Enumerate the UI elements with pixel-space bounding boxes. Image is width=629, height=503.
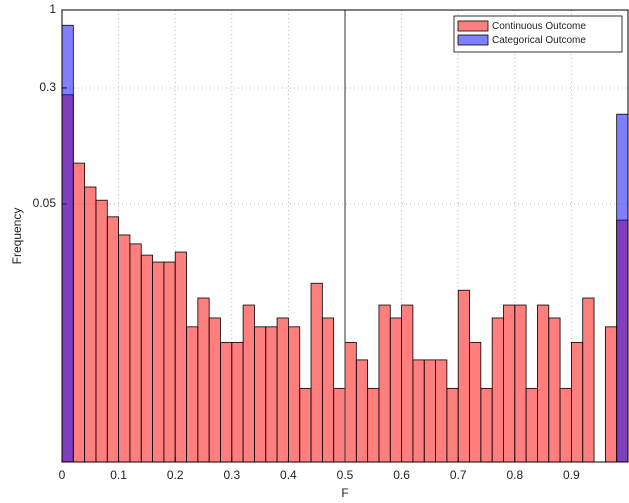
x-tick-label: 0.9 [563, 468, 580, 482]
histogram-bar [140, 254, 153, 463]
x-tick-label: 0 [59, 468, 66, 482]
legend: Continuous Outcome Categorical Outcome [453, 15, 623, 53]
histogram-bar [446, 387, 459, 463]
y-tick-label: 0.3 [39, 80, 56, 94]
x-tick-label: 0.6 [393, 468, 410, 482]
histogram-bar [129, 243, 142, 463]
x-tick-label: 0.7 [450, 468, 467, 482]
histogram-bar [333, 387, 346, 463]
histogram-bar [355, 359, 369, 463]
histogram-bar [469, 341, 482, 463]
histogram-bar [559, 387, 572, 463]
histogram-bar [72, 162, 86, 463]
histogram-bar [242, 304, 255, 463]
histogram-bar [61, 24, 74, 463]
histogram-bar [389, 317, 402, 463]
y-axis-label: Frequency [10, 208, 24, 265]
y-tick-label: 1 [49, 2, 56, 16]
histogram-bar [525, 387, 538, 463]
histogram-bar [616, 113, 629, 463]
histogram-bar [118, 234, 131, 463]
histogram-bar [231, 341, 244, 463]
histogram-bar [423, 359, 436, 463]
y-tick-label: 0.05 [33, 196, 57, 210]
histogram-bar [412, 359, 425, 463]
x-tick-label: 0.2 [167, 468, 184, 482]
plot-frame [61, 9, 629, 463]
histogram-bar [514, 304, 527, 463]
histogram-bar [254, 326, 267, 463]
x-tick-label: 0.1 [110, 468, 127, 482]
legend-label: Categorical Outcome [492, 35, 586, 46]
histogram-bar [174, 251, 187, 463]
legend-swatch [457, 34, 489, 46]
x-tick-label: 0.5 [337, 468, 354, 482]
histogram-bar [503, 304, 516, 463]
x-axis-label: F [341, 486, 348, 500]
histogram-bar [457, 289, 470, 463]
histogram-bar [548, 317, 561, 463]
x-tick-label: 0.4 [280, 468, 297, 482]
histogram-bar [480, 387, 493, 463]
legend-label: Continuous Outcome [492, 21, 586, 32]
histogram-bar [276, 317, 289, 463]
x-tick-label: 0.8 [506, 468, 523, 482]
histogram-bar [208, 317, 221, 463]
histogram-bar [491, 317, 504, 463]
histogram-bar [299, 387, 312, 463]
histogram-bar [378, 304, 391, 463]
histogram-bar [106, 216, 119, 463]
histogram-bar [186, 326, 199, 463]
histogram-bar [152, 261, 165, 463]
histogram-bar [604, 326, 618, 463]
histogram-bar [265, 326, 278, 463]
histogram-bar [163, 261, 176, 463]
histogram-bar [367, 387, 380, 463]
histogram-bar [537, 304, 550, 463]
histogram-bar [321, 317, 335, 463]
histogram-bar [95, 199, 108, 463]
histogram-bar [401, 304, 414, 463]
histogram-bar [310, 282, 323, 463]
histogram-bar [582, 297, 595, 463]
histogram-bar [287, 326, 301, 463]
histogram-bar [84, 186, 97, 463]
x-tick-label: 0.3 [223, 468, 240, 482]
legend-swatch [457, 20, 489, 32]
histogram-bar [571, 341, 584, 463]
histogram-bar [220, 341, 233, 463]
histogram-bar [435, 359, 448, 463]
histogram-bar [197, 297, 210, 463]
histogram-bar [344, 341, 357, 463]
